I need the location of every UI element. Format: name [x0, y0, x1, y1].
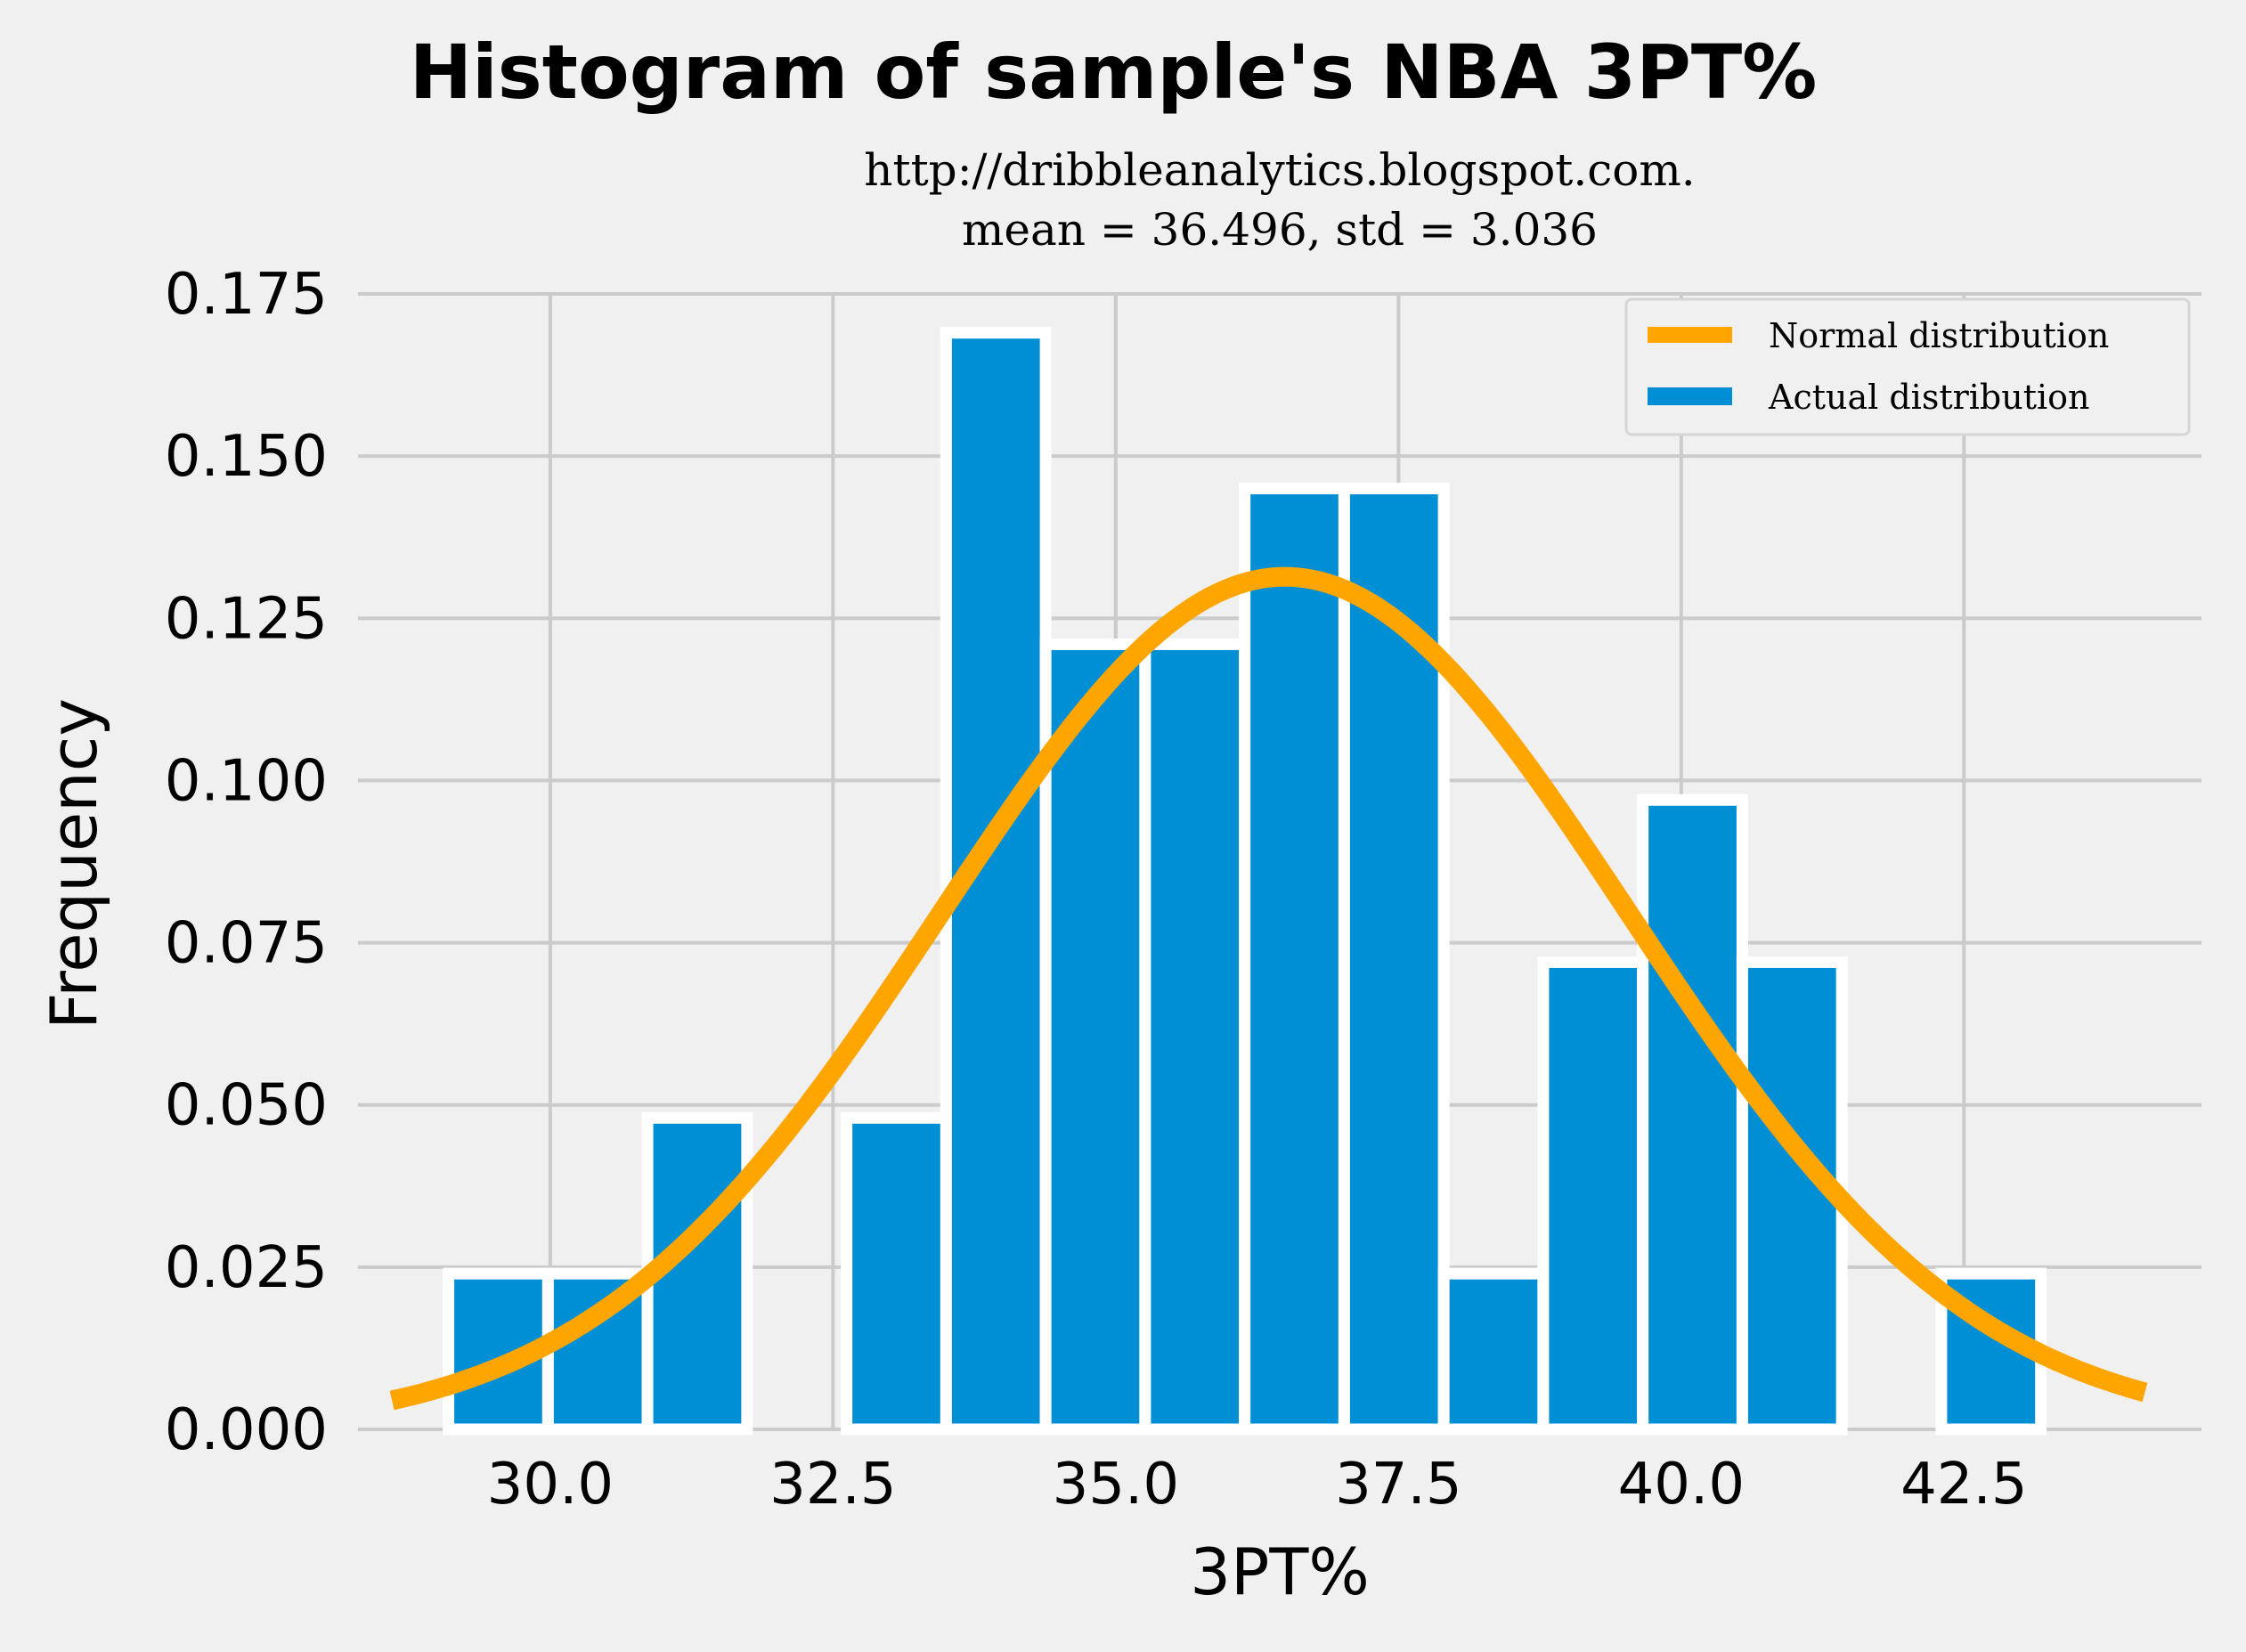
y-axis-label: Frequency — [37, 698, 111, 1029]
y-tick-label: 0.075 — [165, 911, 328, 977]
x-tick-label: 40.0 — [1618, 1452, 1746, 1518]
normal-curve — [389, 566, 2148, 1411]
histogram-bar — [1239, 483, 1350, 1436]
histogram-bar — [1437, 1267, 1550, 1436]
y-tick-label: 0.125 — [165, 586, 328, 652]
histogram-bar — [1139, 638, 1251, 1436]
y-tick-label: 0.100 — [165, 748, 328, 814]
legend-box — [1624, 297, 2191, 436]
y-tick-label: 0.025 — [165, 1235, 328, 1301]
x-tick-label: 37.5 — [1335, 1452, 1462, 1518]
x-tick-label: 35.0 — [1053, 1452, 1180, 1518]
chart-subtitle-line-1: http://dribbleanalytics.blogspot.com. — [864, 144, 1695, 196]
x-tick-label: 32.5 — [769, 1452, 897, 1518]
legend-swatch-actual — [1648, 387, 1732, 405]
legend-label-actual: Actual distribution — [1768, 378, 2090, 417]
normal-distribution-line — [389, 566, 2148, 1411]
y-tick-label: 0.050 — [165, 1073, 328, 1139]
legend-label-normal: Normal distribution — [1769, 316, 2109, 355]
legend: Normal distribution Actual distribution — [1624, 297, 2191, 436]
tick-labels: 0.000 0.025 0.050 0.075 0.100 0.125 0.150 0.175… — [165, 262, 2028, 1518]
histogram-bar — [1637, 793, 1748, 1436]
chart-subtitle-line-2: mean = 36.496, std = 3.036 — [962, 204, 1598, 256]
histogram-bar — [1039, 638, 1151, 1436]
bars — [443, 327, 2047, 1436]
histogram-bar — [841, 1111, 952, 1436]
x-tick-label: 42.5 — [1900, 1452, 2028, 1518]
chart-title: Histogram of sample's NBA 3PT% — [410, 28, 1818, 116]
y-tick-label: 0.150 — [165, 424, 328, 490]
y-tick-label: 0.175 — [165, 262, 328, 328]
histogram-bar — [1537, 956, 1649, 1436]
y-tick-label: 0.000 — [165, 1397, 328, 1463]
x-tick-label: 30.0 — [487, 1452, 614, 1518]
x-axis-label: 3PT% — [1190, 1534, 1370, 1609]
